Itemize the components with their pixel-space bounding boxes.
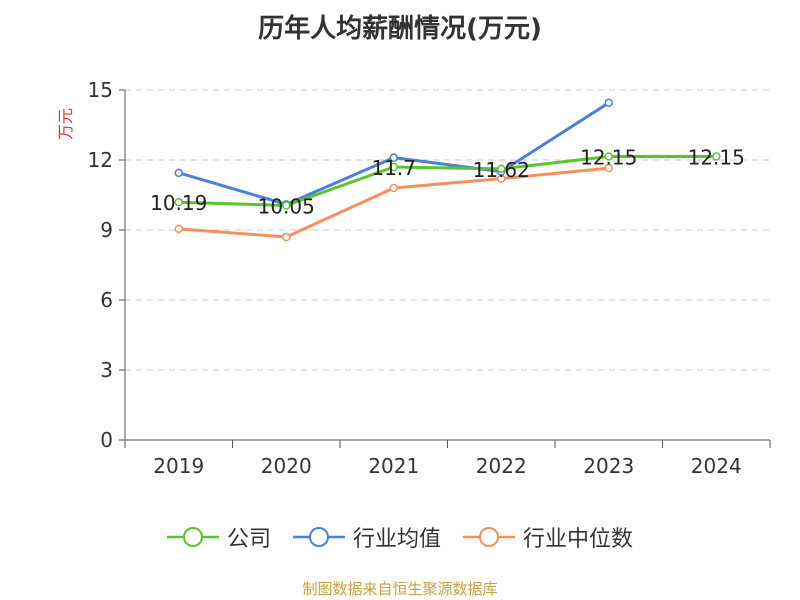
x-tick-label: 2020 [261, 454, 312, 478]
data-point [389, 183, 398, 193]
data-point [282, 232, 291, 242]
y-tick-label: 9 [100, 218, 113, 242]
data-point [282, 201, 291, 210]
x-tick-label: 2024 [691, 454, 742, 478]
data-point [389, 162, 398, 172]
x-tick-label: 2021 [368, 454, 419, 478]
y-tick-label: 6 [100, 288, 113, 312]
legend-marker-icon [166, 527, 219, 547]
data-label: 10.05 [258, 195, 315, 219]
legend-marker-icon [292, 527, 345, 547]
legend-marker-icon [463, 527, 515, 547]
x-tick-label: 2023 [583, 454, 634, 478]
data-point [604, 98, 613, 108]
legend-label: 公司 [226, 527, 271, 552]
chart-title: 历年人均薪酬情况(万元) [258, 14, 542, 44]
chart-legend: 公司 行业均值 行业中位数 [0, 522, 800, 552]
source-note: 制图数据来自恒生聚源数据库 [302, 580, 498, 598]
data-label: 11.62 [473, 158, 530, 182]
data-point [497, 164, 506, 174]
legend-label: 行业均值 [352, 527, 441, 552]
y-tick-label: 15 [88, 78, 113, 102]
y-tick-label: 0 [100, 428, 113, 452]
data-point [604, 152, 613, 161]
series-line-公司 [178, 155, 717, 207]
data-label: 10.19 [150, 191, 207, 215]
data-label: 12.15 [580, 146, 637, 170]
legend-item[interactable]: 公司 [166, 521, 271, 553]
data-point [174, 197, 183, 207]
legend-item[interactable]: 行业均值 [292, 521, 441, 553]
data-label: 12.15 [688, 146, 745, 170]
data-point [174, 168, 183, 178]
y-tick-label: 3 [100, 358, 113, 382]
data-point [712, 152, 721, 161]
data-label: 11.7 [371, 156, 416, 180]
legend-item[interactable]: 行业中位数 [463, 521, 633, 553]
x-tick-label: 2022 [476, 454, 527, 478]
legend-label: 行业中位数 [523, 527, 634, 552]
data-point [604, 163, 613, 173]
data-point [174, 224, 183, 234]
data-point [389, 153, 398, 162]
y-tick-label: 12 [88, 148, 113, 172]
x-tick-label: 2019 [153, 454, 204, 478]
